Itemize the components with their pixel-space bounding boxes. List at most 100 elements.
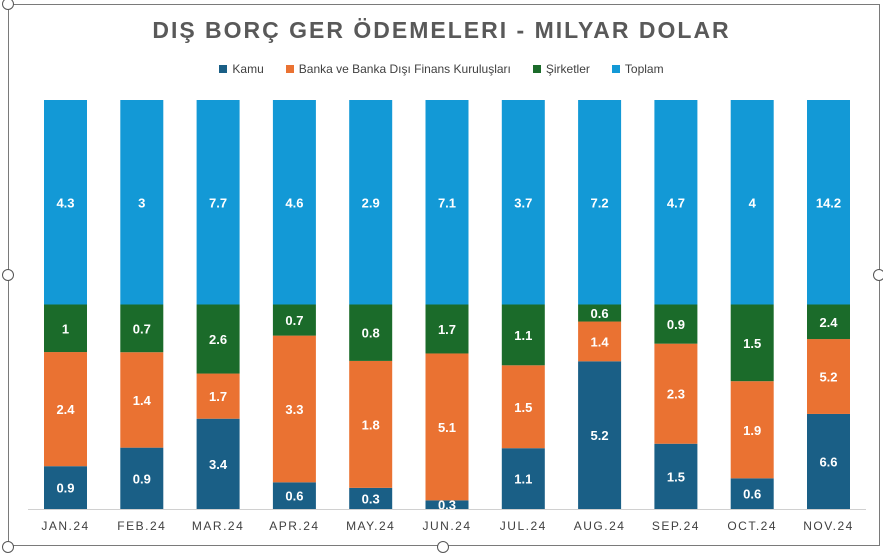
data-label: 7.7 — [209, 195, 227, 210]
bar-segment-NOV.24-2 — [807, 304, 850, 340]
bar-segment-NOV.24-1 — [807, 339, 850, 414]
resize-handle-top-left[interactable] — [2, 0, 14, 10]
legend-item-0: Kamu — [219, 62, 264, 76]
legend-label: Toplam — [624, 62, 664, 76]
x-tick-label: APR.24 — [269, 519, 319, 533]
data-label: 3.7 — [514, 195, 532, 210]
legend-swatch — [219, 65, 228, 73]
bar-segment-MAY.24-3 — [349, 100, 393, 305]
data-label: 0.6 — [285, 489, 303, 504]
bar-segment-NOV.24-3 — [807, 100, 850, 305]
data-label: 6.6 — [819, 454, 837, 469]
data-label: 5.2 — [819, 370, 837, 385]
bar-segment-NOV.24-0 — [807, 413, 850, 509]
legend-item-1: Banka ve Banka Dışı Finans Kuruluşları — [285, 62, 511, 76]
bar-segment-MAR.24-0 — [196, 418, 240, 509]
data-label: 14.2 — [816, 195, 841, 210]
data-label: 0.6 — [743, 487, 761, 502]
data-label: 0.3 — [362, 491, 380, 506]
bar-segment-SEP.24-0 — [654, 443, 698, 509]
bar-segment-FEB.24-2 — [120, 304, 164, 353]
chart-title: DIŞ BORÇ GER ÖDEMELERI - MILYAR DOLAR — [152, 17, 731, 43]
bar-segment-MAR.24-2 — [196, 304, 240, 374]
data-label: 5.1 — [438, 420, 456, 435]
bar-segment-APR.24-2 — [272, 304, 316, 336]
x-tick-label: SEP.24 — [652, 519, 700, 533]
bar-segment-AUG.24-2 — [578, 304, 622, 322]
bar-segment-FEB.24-0 — [120, 447, 164, 509]
bar-segment-MAY.24-1 — [349, 360, 393, 488]
data-label: 7.1 — [438, 195, 456, 210]
x-tick-label: NOV.24 — [803, 519, 854, 533]
bar-segment-FEB.24-1 — [120, 352, 164, 448]
data-label: 1.8 — [362, 417, 380, 432]
data-label: 4 — [749, 195, 757, 210]
x-tick-label: MAR.24 — [192, 519, 244, 533]
data-label: 0.9 — [667, 317, 685, 332]
resize-handle-right[interactable] — [873, 269, 883, 281]
data-label: 1.7 — [438, 322, 456, 337]
legend-item-2: Şirketler — [532, 62, 590, 76]
bar-segment-OCT.24-2 — [730, 304, 774, 382]
data-label: 4.7 — [667, 195, 685, 210]
x-tick-label: FEB.24 — [117, 519, 166, 533]
data-label: 5.2 — [591, 428, 609, 443]
data-label: 0.9 — [56, 481, 74, 496]
chart-legend: Kamu Banka ve Banka Dışı Finans Kuruluşla… — [0, 62, 883, 76]
data-label: 3.4 — [209, 457, 228, 472]
x-tick-label: JUN.24 — [422, 519, 471, 533]
data-label: 1.9 — [743, 423, 761, 438]
data-label: 0.7 — [133, 321, 151, 336]
data-label: 1.4 — [591, 334, 610, 349]
bar-segment-SEP.24-1 — [654, 343, 698, 444]
bar-segment-APR.24-1 — [272, 335, 316, 483]
bar-segment-JUN.24-2 — [425, 304, 469, 354]
bar-segment-AUG.24-0 — [578, 361, 622, 509]
data-label: 0.7 — [285, 313, 303, 328]
bar-segment-JUN.24-1 — [425, 353, 469, 501]
legend-label: Kamu — [232, 62, 264, 76]
data-label: 4.6 — [285, 195, 303, 210]
data-label: 3 — [138, 195, 145, 210]
bar-segment-JAN.24-3 — [44, 100, 87, 305]
x-tick-label: OCT.24 — [727, 519, 777, 533]
bar-segment-JAN.24-2 — [44, 304, 87, 353]
data-label: 1.5 — [743, 336, 761, 351]
bar-segment-OCT.24-0 — [730, 478, 774, 509]
data-label: 0.9 — [133, 471, 151, 486]
bar-segment-MAY.24-0 — [349, 487, 393, 509]
data-label: 1.5 — [514, 400, 532, 415]
bar-segment-SEP.24-3 — [654, 100, 698, 305]
data-label: 1.4 — [133, 393, 152, 408]
bar-segment-SEP.24-2 — [654, 304, 698, 344]
x-tick-label: AUG.24 — [574, 519, 626, 533]
data-label: 1.1 — [514, 328, 532, 343]
data-label: 2.6 — [209, 332, 227, 347]
data-label: 0.8 — [362, 326, 380, 341]
bar-segment-JUN.24-0 — [425, 500, 469, 509]
bar-segment-JUL.24-3 — [501, 100, 545, 305]
data-label: 0.3 — [438, 498, 456, 513]
data-label: 0.6 — [591, 306, 609, 321]
legend-label: Şirketler — [545, 62, 590, 76]
bar-segment-MAY.24-2 — [349, 304, 393, 361]
bar-segment-JUL.24-0 — [501, 448, 545, 509]
data-label: 1.7 — [209, 389, 227, 404]
bar-segment-APR.24-3 — [272, 100, 316, 305]
data-label: 4.3 — [56, 195, 74, 210]
bar-segment-JUL.24-1 — [501, 365, 545, 449]
data-label: 2.4 — [819, 315, 838, 330]
x-tick-label: JUL.24 — [500, 519, 547, 533]
data-label: 2.4 — [56, 402, 75, 417]
resize-handle-left[interactable] — [2, 269, 14, 281]
legend-swatch — [611, 65, 620, 73]
legend-label: Banka ve Banka Dışı Finans Kuruluşları — [298, 62, 511, 76]
legend-swatch — [532, 65, 541, 73]
bar-segment-AUG.24-1 — [578, 321, 622, 362]
bar-segment-JAN.24-0 — [44, 466, 87, 509]
data-label: 7.2 — [591, 195, 609, 210]
bar-segment-OCT.24-3 — [730, 100, 774, 305]
data-label: 1 — [62, 321, 69, 336]
data-label: 2.3 — [667, 387, 685, 402]
